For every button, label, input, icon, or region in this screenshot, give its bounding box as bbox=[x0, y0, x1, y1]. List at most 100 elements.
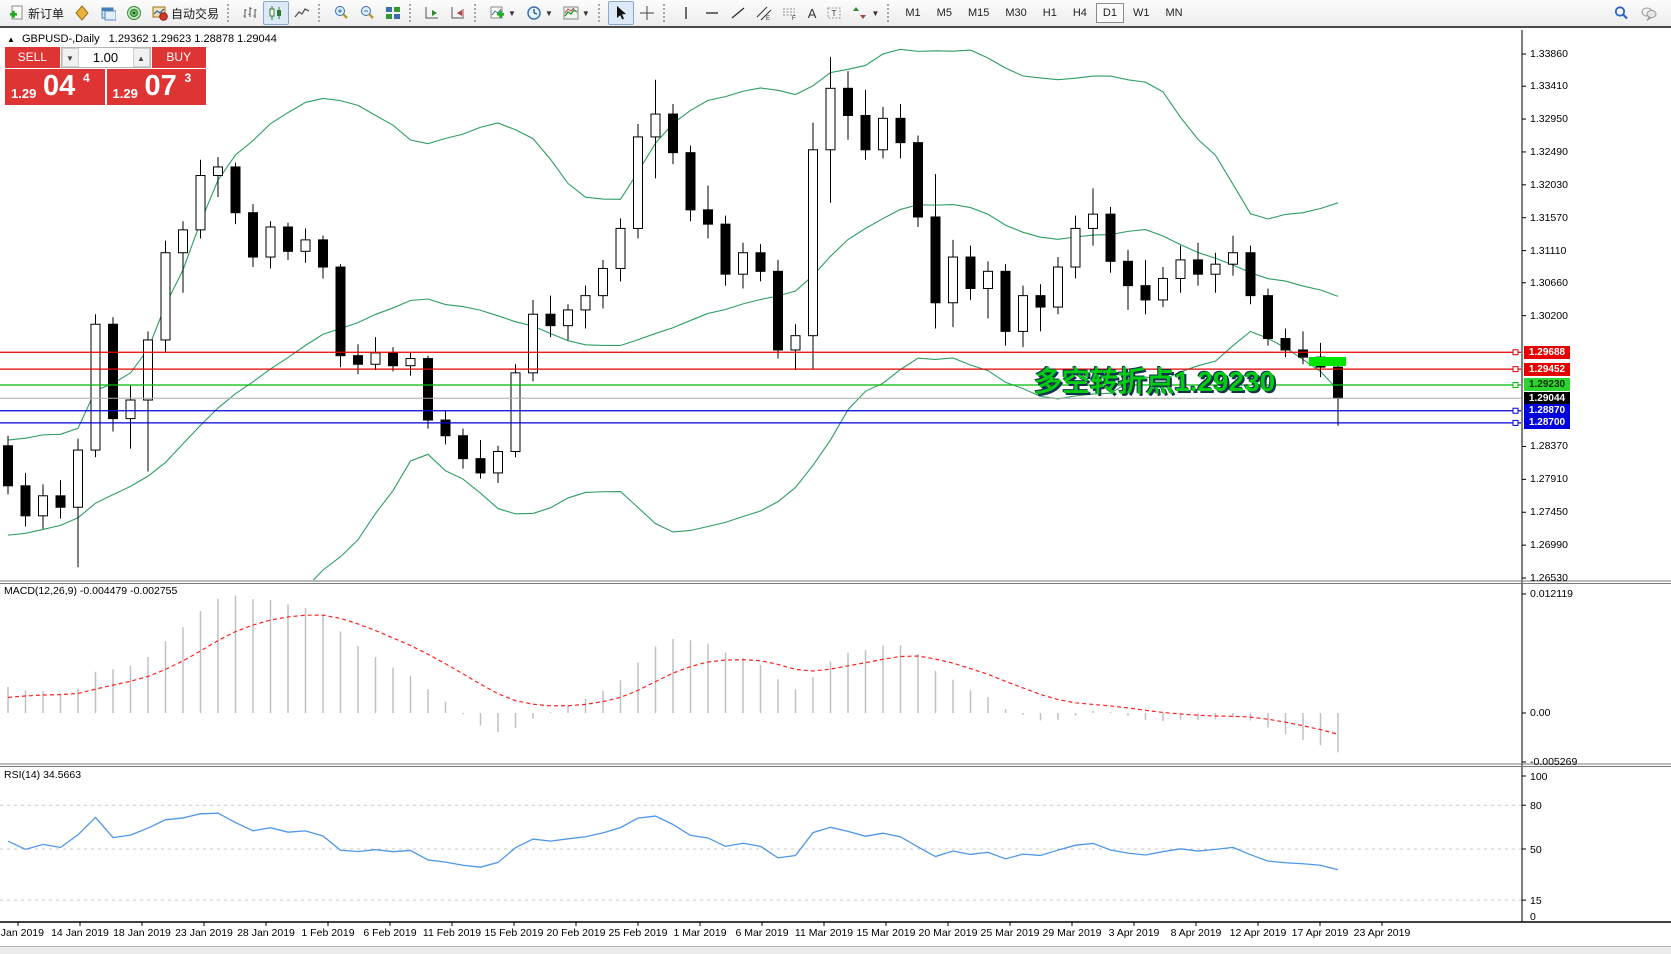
line-chart-button[interactable] bbox=[289, 1, 315, 25]
timeframe-H4-button[interactable]: H4 bbox=[1072, 7, 1087, 19]
toolbar-group-cursor bbox=[607, 0, 660, 26]
candle bbox=[108, 323, 118, 420]
fibonacci-icon: F bbox=[782, 5, 798, 22]
timeframe-M15-button[interactable]: M15 bbox=[967, 7, 990, 19]
timeframe-MN-button[interactable]: MN bbox=[1165, 7, 1183, 19]
autotrading-button[interactable]: 自动交易 bbox=[147, 1, 224, 25]
date-label: 29 Mar 2019 bbox=[1042, 927, 1102, 939]
trendline-button[interactable] bbox=[725, 1, 751, 25]
signals-button[interactable] bbox=[121, 1, 147, 25]
candle bbox=[1210, 263, 1221, 275]
timeframe-D1-button[interactable]: D1 bbox=[1095, 3, 1124, 23]
rsi-tick-100: 100 bbox=[1530, 771, 1548, 783]
candle bbox=[353, 355, 363, 365]
candle bbox=[913, 142, 923, 218]
dropdown-caret-icon: ▼ bbox=[508, 8, 516, 18]
periods-button[interactable]: ▼ bbox=[521, 1, 558, 25]
date-label: 23 Jan 2019 bbox=[175, 927, 233, 939]
crosshair-button[interactable] bbox=[634, 1, 660, 25]
current-price-badge: 1.29044 bbox=[1524, 391, 1570, 405]
vertical-line-button[interactable] bbox=[673, 1, 699, 25]
candle bbox=[248, 212, 258, 258]
level-badge-1.29688: 1.29688 bbox=[1524, 345, 1570, 359]
candle bbox=[878, 117, 888, 151]
sell-price-display[interactable]: 1.29 04 4 bbox=[5, 69, 105, 105]
annotation-text[interactable]: 多空转折点1.29230 bbox=[1034, 366, 1276, 397]
candle bbox=[73, 449, 83, 508]
candle bbox=[773, 270, 783, 351]
fibonacci-button[interactable]: F bbox=[777, 1, 803, 25]
volume-decrease-button[interactable]: ▼ bbox=[61, 48, 79, 67]
candle bbox=[668, 113, 678, 154]
arrows-button[interactable]: ▼ bbox=[847, 1, 884, 25]
candle bbox=[1105, 213, 1116, 262]
horizontal-line-button[interactable] bbox=[699, 1, 725, 25]
rsi-pane bbox=[0, 804, 1522, 901]
line-anchor bbox=[1512, 349, 1519, 356]
templates-button[interactable]: ▼ bbox=[558, 1, 595, 25]
date-label: 11 Mar 2019 bbox=[794, 927, 854, 939]
macd-tick: -0.005269 bbox=[1530, 756, 1578, 768]
text-button[interactable]: A bbox=[803, 1, 822, 25]
candlestick-chart-button[interactable] bbox=[263, 1, 290, 25]
sell-button[interactable]: SELL bbox=[5, 47, 60, 68]
price-tick-1.27450: 1.27450 bbox=[1530, 506, 1568, 519]
buy-price-display[interactable]: 1.29 07 3 bbox=[106, 69, 206, 105]
zoom-out-button[interactable] bbox=[354, 1, 380, 25]
svg-text:T: T bbox=[832, 9, 837, 18]
new-order-button[interactable]: 新订单 bbox=[4, 1, 69, 25]
tile-windows-button[interactable] bbox=[380, 1, 406, 25]
timeframe-M1-button[interactable]: M1 bbox=[905, 7, 921, 19]
date-label: 15 Feb 2019 bbox=[484, 927, 544, 939]
candle bbox=[370, 352, 381, 365]
toolbar-grip bbox=[887, 4, 892, 22]
toolbar-grip bbox=[474, 4, 479, 22]
candle bbox=[458, 435, 468, 460]
chart-window-button[interactable] bbox=[95, 1, 121, 25]
highlight-marker[interactable] bbox=[1309, 357, 1346, 366]
candle bbox=[580, 295, 591, 311]
search-icon[interactable] bbox=[1613, 5, 1629, 21]
chat-icon[interactable] bbox=[1641, 5, 1657, 22]
timeframe-W1-button[interactable]: W1 bbox=[1132, 7, 1150, 19]
candle bbox=[1175, 259, 1186, 279]
candle bbox=[493, 450, 503, 474]
toolbar-group-indicators: ▼ ▼ ▼ bbox=[484, 0, 595, 26]
channel-button[interactable]: E bbox=[751, 1, 777, 25]
candle bbox=[38, 495, 48, 517]
timeframe-H1-button[interactable]: H1 bbox=[1042, 7, 1057, 19]
auto-scroll-button[interactable] bbox=[419, 1, 445, 25]
price-tick-1.33860: 1.33860 bbox=[1530, 48, 1568, 60]
candle bbox=[510, 372, 521, 452]
zoom-in-button[interactable] bbox=[328, 1, 354, 25]
date-label: 6 Mar 2019 bbox=[735, 927, 789, 939]
profile-button[interactable] bbox=[69, 1, 95, 25]
cursor-button[interactable] bbox=[607, 1, 634, 25]
candle bbox=[1053, 266, 1063, 308]
toolbar-grip bbox=[227, 4, 232, 22]
chart-shift-button[interactable] bbox=[445, 1, 471, 25]
price-tick-1.30200: 1.30200 bbox=[1530, 309, 1568, 322]
collapse-triangle-icon[interactable]: ▲ bbox=[7, 35, 15, 44]
text-label-button[interactable]: T bbox=[821, 1, 847, 25]
candle bbox=[755, 252, 766, 272]
timeframe-M5-button[interactable]: M5 bbox=[936, 7, 952, 19]
symbol-header: ▲ GBPUSD-,Daily 1.29362 1.29623 1.28878 … bbox=[7, 33, 277, 45]
indicators-button[interactable]: ▼ bbox=[484, 1, 521, 25]
date-label: 1 Mar 2019 bbox=[673, 927, 727, 939]
timeframe-M30-button[interactable]: M30 bbox=[1005, 7, 1027, 19]
candle bbox=[860, 114, 871, 151]
buy-price-prefix: 1.29 bbox=[112, 86, 138, 101]
price-pane bbox=[3, 48, 1343, 580]
volume-increase-button[interactable]: ▲ bbox=[132, 48, 150, 67]
toolbar-grip bbox=[409, 4, 414, 22]
candle bbox=[1245, 252, 1256, 297]
buy-button[interactable]: BUY bbox=[151, 47, 206, 68]
volume-input[interactable] bbox=[78, 48, 133, 67]
candle bbox=[895, 117, 906, 144]
chart-shift-icon bbox=[450, 5, 466, 21]
bar-chart-button[interactable] bbox=[237, 1, 263, 25]
candle bbox=[160, 252, 171, 341]
price-tick-1.28370: 1.28370 bbox=[1530, 440, 1568, 453]
